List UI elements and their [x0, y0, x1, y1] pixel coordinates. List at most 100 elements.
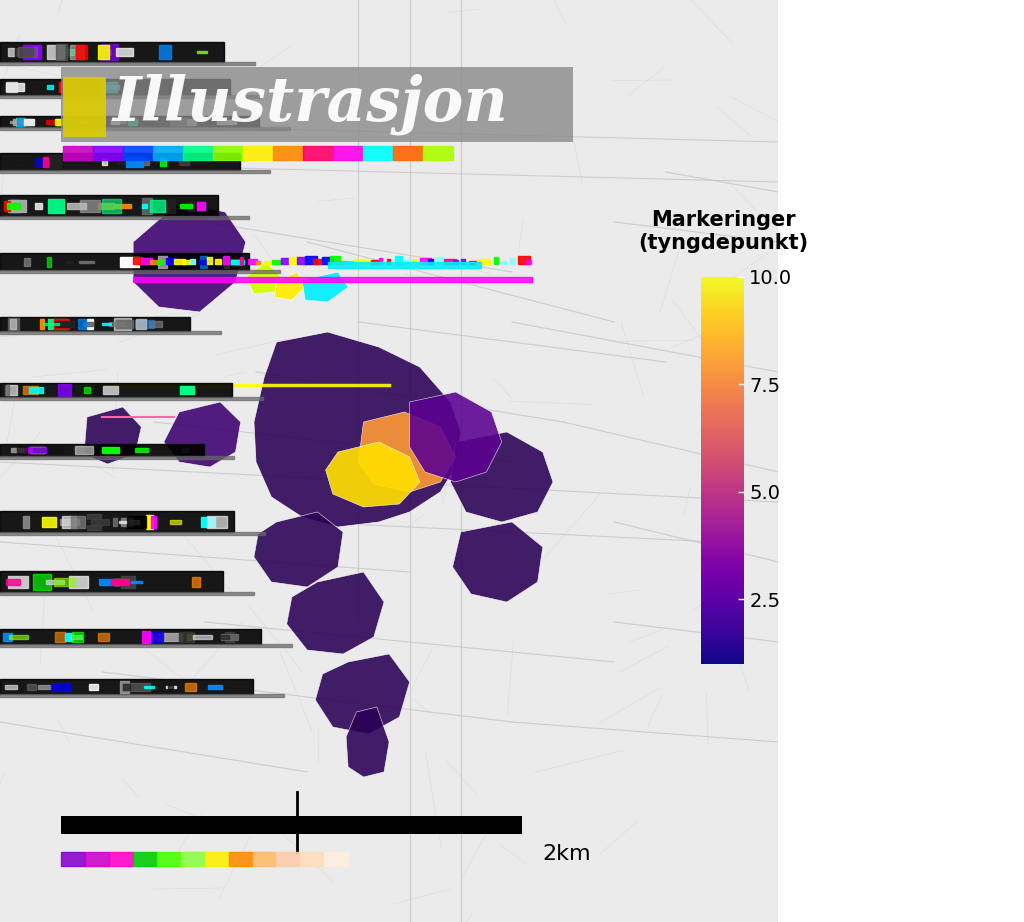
Bar — [179, 159, 188, 165]
Bar — [0, 62, 255, 65]
Bar — [328, 262, 481, 268]
Bar — [0, 331, 221, 334]
Bar — [362, 260, 370, 264]
Bar — [56, 119, 70, 124]
Bar — [47, 45, 63, 59]
Bar — [178, 632, 195, 642]
Bar — [0, 592, 254, 595]
Bar — [8, 48, 17, 56]
Bar — [45, 121, 63, 124]
Bar — [207, 515, 227, 528]
Bar — [0, 216, 249, 219]
Bar — [205, 852, 228, 866]
Bar — [134, 447, 148, 453]
Bar — [197, 202, 205, 210]
Bar — [428, 258, 432, 264]
Bar — [71, 515, 85, 528]
Bar — [9, 121, 24, 124]
Bar — [33, 448, 45, 452]
Bar — [102, 323, 111, 325]
Bar — [127, 515, 146, 528]
Bar — [120, 681, 129, 692]
Bar — [322, 257, 333, 264]
Bar — [42, 517, 56, 527]
Bar — [119, 521, 126, 523]
Bar — [354, 259, 366, 264]
Text: Markeringer
(tyngdepunkt): Markeringer (tyngdepunkt) — [638, 210, 808, 254]
Bar — [54, 578, 75, 585]
Bar — [116, 48, 133, 56]
Bar — [86, 520, 102, 524]
Polygon shape — [315, 654, 410, 734]
Bar — [177, 121, 196, 124]
Bar — [221, 635, 228, 639]
Bar — [436, 256, 443, 264]
Bar — [14, 47, 33, 57]
Bar — [191, 577, 200, 586]
Bar — [23, 515, 29, 528]
Bar — [24, 119, 34, 125]
Bar — [170, 118, 186, 125]
Bar — [76, 45, 87, 59]
Bar — [36, 158, 48, 166]
Bar — [162, 632, 182, 642]
Bar — [155, 635, 167, 638]
Bar — [379, 258, 382, 264]
Bar — [59, 81, 68, 92]
Bar — [158, 633, 165, 641]
Bar — [61, 816, 522, 834]
Bar — [113, 518, 118, 526]
Bar — [123, 683, 130, 691]
Bar — [256, 261, 260, 264]
Bar — [162, 199, 175, 212]
Polygon shape — [287, 572, 384, 654]
Bar — [59, 386, 74, 394]
Bar — [166, 258, 175, 264]
Bar — [141, 632, 150, 643]
Bar — [54, 49, 70, 55]
Bar — [0, 532, 265, 535]
Bar — [178, 83, 184, 91]
Bar — [142, 204, 147, 207]
Bar — [8, 318, 19, 329]
Bar — [228, 852, 253, 866]
Polygon shape — [346, 707, 389, 777]
Polygon shape — [246, 262, 282, 294]
Bar — [0, 127, 290, 130]
Bar — [109, 322, 124, 326]
Bar — [333, 146, 362, 160]
Bar — [49, 447, 63, 453]
Bar — [118, 160, 126, 163]
Bar — [183, 146, 213, 160]
Polygon shape — [274, 272, 305, 300]
Bar — [187, 634, 195, 640]
Bar — [24, 448, 32, 452]
Bar — [71, 45, 84, 59]
Bar — [48, 319, 68, 328]
Bar — [98, 203, 114, 209]
Bar — [305, 256, 316, 264]
Bar — [148, 632, 163, 642]
Bar — [133, 852, 157, 866]
Bar — [6, 384, 16, 396]
Bar — [57, 384, 71, 396]
Bar — [461, 259, 465, 264]
Bar — [184, 683, 196, 691]
Bar — [91, 519, 110, 526]
Bar — [101, 85, 119, 89]
Bar — [78, 319, 86, 329]
Bar — [55, 321, 75, 327]
Bar — [8, 200, 27, 212]
Bar — [150, 200, 166, 211]
Bar — [469, 261, 480, 264]
Bar — [116, 321, 133, 327]
Polygon shape — [254, 332, 461, 527]
Bar — [0, 679, 253, 694]
Bar — [102, 160, 106, 165]
Bar — [63, 146, 93, 160]
Bar — [154, 146, 183, 160]
Text: 2km: 2km — [543, 844, 591, 864]
Bar — [325, 852, 348, 866]
Bar — [223, 256, 229, 264]
Bar — [87, 319, 92, 329]
